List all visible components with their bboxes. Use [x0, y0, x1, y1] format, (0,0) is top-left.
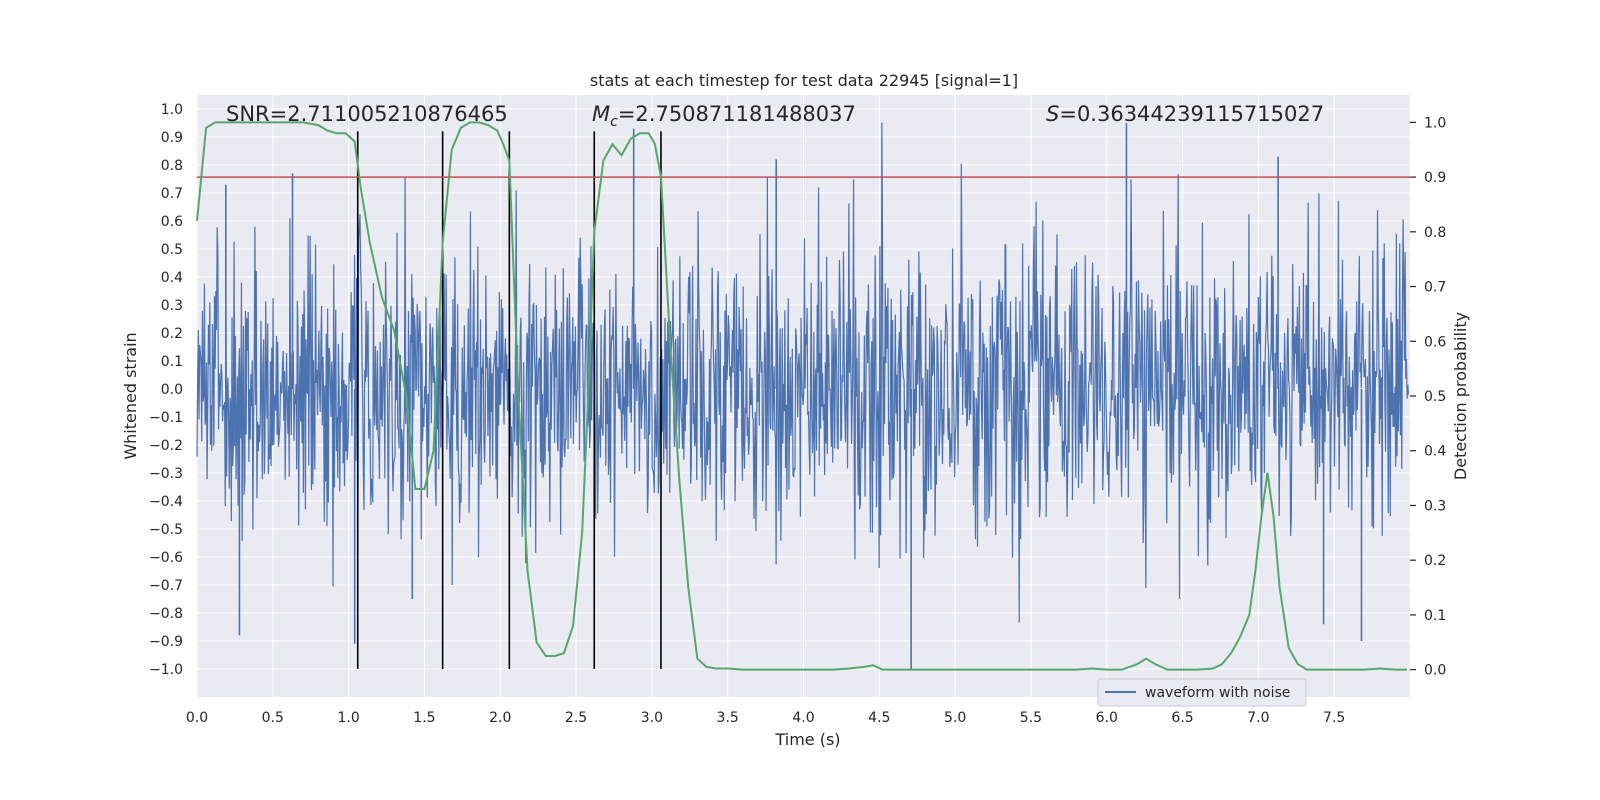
chart-title: stats at each timestep for test data 229… — [590, 71, 1018, 90]
y-tick-label: 1.0 — [161, 102, 183, 118]
y-tick-label: 0.7 — [161, 186, 183, 202]
y2-tick-label: 1.0 — [1424, 115, 1446, 131]
x-tick-label: 3.5 — [717, 710, 739, 726]
y-tick-label: −1.0 — [149, 662, 183, 678]
x-tick-label: 2.0 — [489, 710, 511, 726]
y-tick-label: −0.8 — [149, 606, 183, 622]
y-tick-label: −0.2 — [149, 438, 183, 454]
y-tick-label: 0.3 — [161, 298, 183, 314]
y-tick-label: 0.0 — [161, 382, 183, 398]
y2-axis-ticks: 1.0 0.9 0.8 0.7 0.6 0.5 0.4 0.3 0.2 0.1 0.0 — [1410, 115, 1446, 679]
y-axis-label: Whitened strain — [121, 332, 140, 459]
probability-series — [196, 121, 1407, 671]
x-tick-label: 2.5 — [565, 710, 587, 726]
waveform-series — [196, 122, 1410, 669]
s-value: =0.36344239115715027 — [1059, 102, 1324, 126]
x-tick-label: 6.5 — [1171, 710, 1193, 726]
snr-annotation: SNR=2.711005210876465 — [226, 102, 508, 126]
y-tick-label: −0.1 — [149, 410, 183, 426]
x-tick-label: 5.5 — [1020, 710, 1042, 726]
y2-tick-label: 0.9 — [1424, 170, 1446, 186]
y-tick-label: 0.4 — [161, 270, 183, 286]
x-tick-label: 4.0 — [792, 710, 814, 726]
vertical-markers — [356, 131, 662, 669]
y-tick-label: −0.7 — [149, 578, 183, 594]
y-tick-label: −0.9 — [149, 634, 183, 650]
legend-entry: waveform with noise — [1145, 685, 1290, 701]
y-tick-label: 0.5 — [161, 242, 183, 258]
legend-box — [1097, 678, 1307, 707]
x-tick-label: 7.0 — [1247, 710, 1269, 726]
probability-line — [196, 121, 1407, 671]
mc-symbol: M — [592, 102, 610, 126]
x-tick-label: 1.5 — [413, 710, 435, 726]
y-tick-label: −0.5 — [149, 522, 183, 538]
x-tick-label: 3.0 — [641, 710, 663, 726]
y2-tick-label: 0.2 — [1424, 553, 1446, 569]
y-tick-label: −0.4 — [149, 494, 183, 510]
s-annotation: S=0.36344239115715027 — [1046, 102, 1324, 126]
x-axis-ticks: 0.0 0.5 1.0 1.5 2.0 2.5 3.0 3.5 4.0 4.5 5.0 5.5 6.0 6… — [186, 710, 1345, 726]
mc-value: =2.750871181488037 — [618, 102, 856, 126]
y-tick-label: 0.8 — [161, 158, 183, 174]
mc-subscript: c — [610, 114, 618, 130]
y2-tick-label: 0.7 — [1424, 280, 1446, 296]
x-tick-label: 5.0 — [944, 710, 966, 726]
y2-tick-label: 0.4 — [1424, 444, 1446, 460]
x-tick-label: 1.0 — [337, 710, 359, 726]
s-symbol: S — [1046, 102, 1059, 126]
x-tick-label: 6.0 — [1096, 710, 1118, 726]
waveform-line — [196, 122, 1410, 623]
x-axis-label: Time (s) — [774, 730, 840, 749]
x-tick-label: 4.5 — [868, 710, 890, 726]
y2-tick-label: 0.3 — [1424, 498, 1446, 514]
x-tick-label: 0.5 — [262, 710, 284, 726]
y2-tick-label: 0.1 — [1424, 608, 1446, 624]
y-axis-ticks: 1.0 0.9 0.8 0.7 0.6 0.5 0.4 0.3 0.2 0.1 0.0 −0.1 −0.… — [149, 102, 183, 678]
x-tick-label: 0.0 — [186, 710, 208, 726]
y-tick-label: 0.2 — [161, 326, 183, 342]
y-tick-label: −0.3 — [149, 466, 183, 482]
y2-tick-label: 0.8 — [1424, 225, 1446, 241]
mc-annotation: Mc=2.750871181488037 — [592, 102, 856, 130]
y2-tick-label: 0.5 — [1424, 389, 1446, 405]
y2-tick-label: 0.6 — [1424, 334, 1446, 350]
y2-axis-label: Detection probability — [1451, 312, 1470, 480]
x-tick-label: 7.5 — [1323, 710, 1345, 726]
y-tick-label: 0.9 — [161, 130, 183, 146]
y2-tick-label: 0.0 — [1424, 663, 1446, 679]
y-tick-label: 0.6 — [161, 214, 183, 230]
legend: waveform with noise — [1097, 678, 1307, 707]
y-tick-label: −0.6 — [149, 550, 183, 566]
y-tick-label: 0.1 — [161, 354, 183, 370]
